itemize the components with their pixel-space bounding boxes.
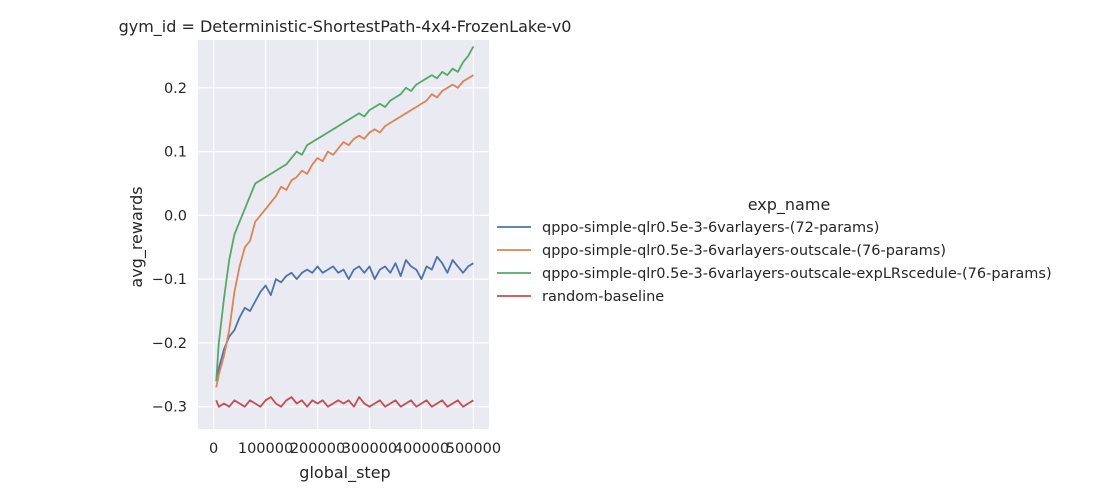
y-axis-label: avg_rewards xyxy=(127,186,147,287)
x-tick-label: 100000 xyxy=(238,441,293,457)
y-tick-label: −0.3 xyxy=(152,400,187,416)
legend-label-0: qppo-simple-qlr0.5e-3-6varlayers-(72-par… xyxy=(542,220,879,236)
legend: exp_name qppo-simple-qlr0.5e-3-6varlayer… xyxy=(497,195,1052,305)
series-line-0 xyxy=(215,255,474,382)
series-line-2 xyxy=(215,45,475,382)
chart-title: gym_id = Deterministic-ShortestPath-4x4-… xyxy=(119,17,572,37)
plot-background xyxy=(198,40,489,429)
gridlines xyxy=(198,40,489,429)
legend-label-3: random-baseline xyxy=(542,289,664,305)
legend-label-1: qppo-simple-qlr0.5e-3-6varlayers-outscal… xyxy=(542,243,946,259)
x-tick-label: 300000 xyxy=(342,441,397,457)
y-tick-label: 0.2 xyxy=(164,81,187,97)
legend-label-2: qppo-simple-qlr0.5e-3-6varlayers-outscal… xyxy=(542,266,1052,282)
series-line-3 xyxy=(215,396,474,408)
y-tick-labels: −0.3 −0.2 −0.1 0.0 0.1 0.2 xyxy=(152,81,187,416)
y-tick-label: 0.0 xyxy=(164,208,187,224)
legend-title: exp_name xyxy=(748,195,831,215)
x-axis-label: global_step xyxy=(299,463,390,483)
x-tick-label: 400000 xyxy=(394,441,449,457)
y-tick-label: −0.2 xyxy=(152,336,187,352)
y-tick-label: −0.1 xyxy=(152,272,187,288)
x-tick-label: 500000 xyxy=(446,441,501,457)
series-lines xyxy=(215,45,475,408)
y-tick-label: 0.1 xyxy=(164,145,187,161)
x-tick-label: 0 xyxy=(209,441,218,457)
x-tick-label: 200000 xyxy=(290,441,345,457)
series-line-1 xyxy=(215,74,474,388)
